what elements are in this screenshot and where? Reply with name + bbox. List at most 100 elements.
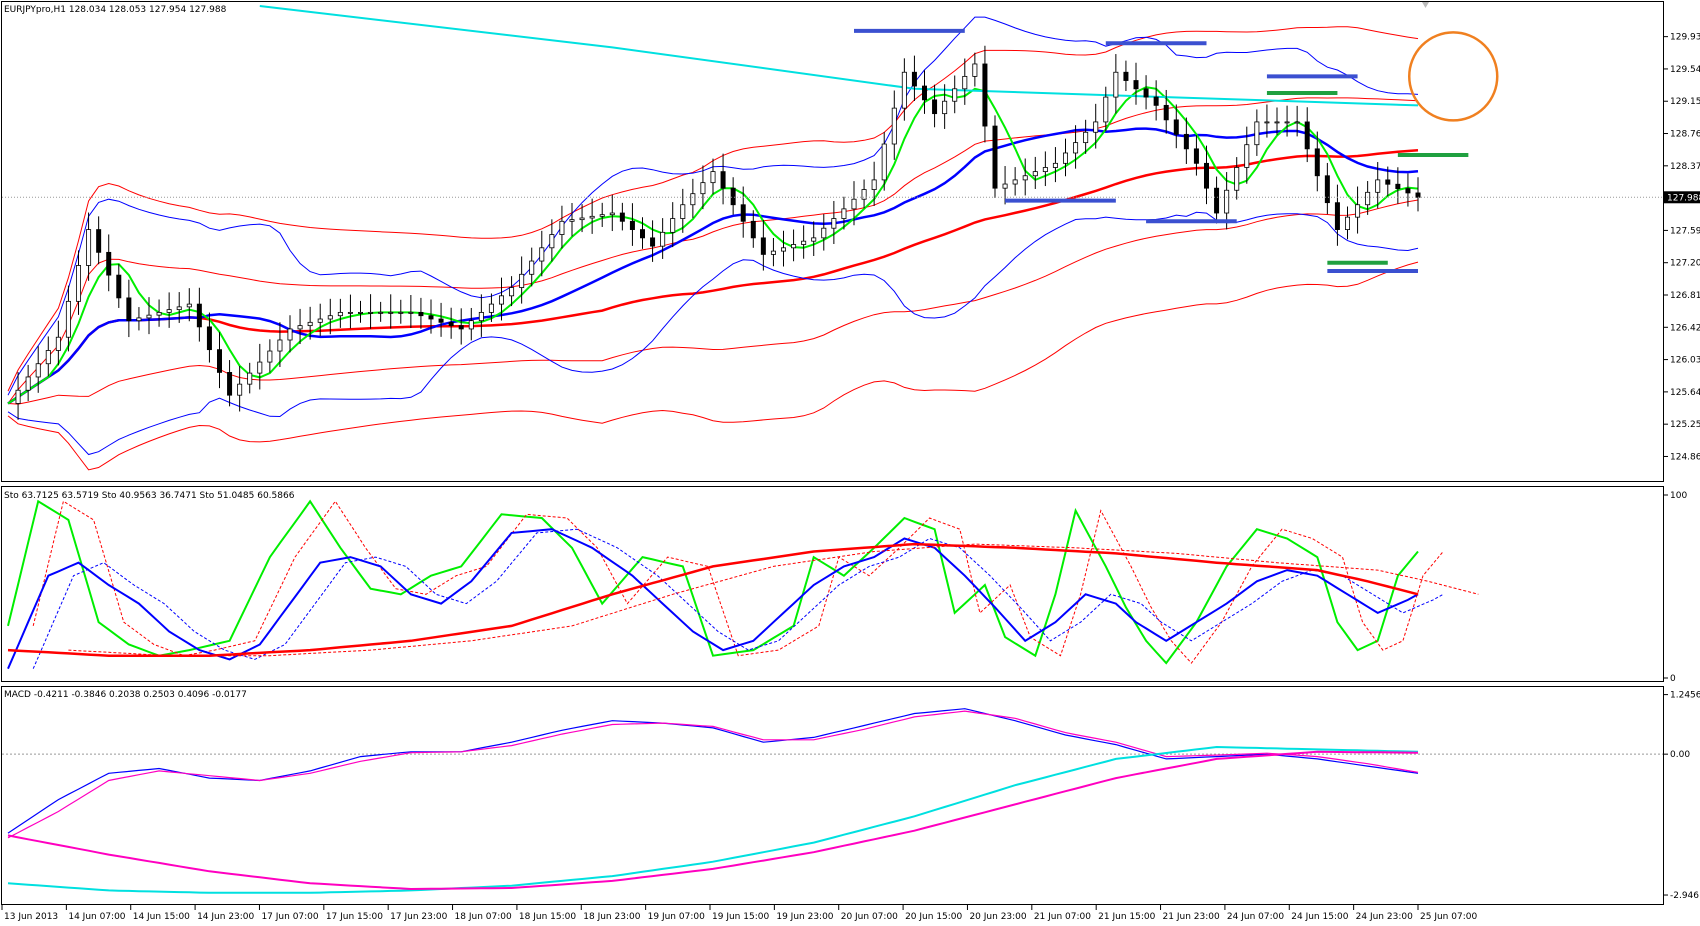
time-tick-label: 18 Jun 07:00 [455,912,512,922]
candle-body [428,315,434,320]
time-tick-label: 18 Jun 23:00 [583,912,640,922]
candle-body [267,350,273,363]
candle-body [660,231,666,247]
candle-body [549,234,555,249]
candle-body [1314,148,1320,177]
candle-body [186,303,192,308]
candle-body [1103,96,1109,123]
candle-body [206,326,212,351]
candle-body [710,171,716,184]
candle-body [750,220,756,239]
candle-body [1294,121,1300,124]
candle-body [1204,162,1210,189]
candle-body [1042,167,1048,173]
macd-tick-label: 1.2456 [1670,691,1700,701]
candle-body [488,303,494,313]
main-panel-frame [1,1,1664,482]
stochastic-panel-label: Sto 63.7125 63.5719 Sto 40.9563 36.7471 … [4,491,295,501]
time-tick-label: 18 Jun 15:00 [519,912,576,922]
macd-tick-label: 0.00 [1670,750,1690,760]
candle-body [216,349,222,373]
candle-body [317,318,323,323]
candle-body [559,220,565,235]
candle-body [408,311,414,314]
bollinger-long-lower [7,261,1419,471]
bollinger-long-inner-upper [7,97,1419,404]
candle-body [55,336,61,351]
price-tick-label: 129.150 [1670,97,1700,107]
candle-body [15,389,21,404]
macd-line-2 [7,710,1419,839]
candle-body [176,306,182,311]
candle-body [871,179,877,190]
stochastic-signal-1 [32,500,1444,664]
candle-body [438,318,444,323]
candle-body [1173,119,1179,135]
candle-body [468,320,474,330]
candle-body [841,208,847,219]
macd-lines [2,708,1663,894]
macd-line-4 [7,750,1419,891]
candle-body [1334,202,1340,230]
price-tick-label: 126.030 [1670,356,1700,366]
candle-body [922,85,928,101]
candle-body [529,260,535,275]
candle-body [458,325,464,330]
candle-body [76,265,82,302]
stochastic-main-1 [7,499,1419,665]
time-tick-label: 17 Jun 23:00 [390,912,447,922]
candle-body [297,325,303,330]
time-tick-label: 25 Jun 07:00 [1420,912,1477,922]
candle-body [357,311,363,314]
candle-body [1264,121,1270,124]
candle-body [1073,142,1079,154]
candle-body [35,363,41,378]
candle-body [539,247,545,262]
candle-body [227,372,233,396]
candle-body [1224,189,1230,214]
candle-body [347,311,353,314]
candle-body [96,229,102,253]
candle-body [881,143,887,181]
candle-body [337,311,343,317]
macd-panel-label: MACD -0.4211 -0.3846 0.2038 0.2503 0.409… [4,690,247,700]
candle-body [811,237,817,242]
candle-body [1244,144,1250,168]
candle-body [65,300,71,338]
price-tick-label: 129.930 [1670,33,1700,43]
candle-body [388,311,394,314]
candle-body [1324,175,1330,204]
candle-body [1063,152,1069,164]
candle-body [1345,216,1351,230]
time-tick-label: 19 Jun 07:00 [648,912,705,922]
candle-body [1113,71,1119,98]
price-tick-label: 128.760 [1670,130,1700,140]
candle-body [1143,88,1149,98]
candle-body [901,71,907,109]
candle-body [911,71,917,87]
x-axis: 13 Jun 2013 14 Jun 07:00 14 Jun 15:00 14 Ju… [1,905,1477,922]
time-tick-label: 24 Jun 23:00 [1356,912,1413,922]
time-tick-label: 21 Jun 15:00 [1098,912,1155,922]
candle-body [1395,183,1401,189]
candle-body [1375,179,1381,193]
time-tick-label: 13 Jun 2013 [4,912,58,922]
time-tick-label: 14 Jun 15:00 [133,912,190,922]
time-tick-label: 24 Jun 15:00 [1291,912,1348,922]
price-tick-label: 125.640 [1670,388,1700,398]
level-highlights [2,28,1663,273]
candle-body [992,125,998,189]
price-tick-label: 127.200 [1670,259,1700,269]
candle-body [1254,121,1260,146]
candle-body [1163,104,1169,121]
candle-body [1002,183,1008,189]
candle-body [579,217,585,221]
main-panel-label: EURJPYpro,H1 128.034 128.053 127.954 127… [4,5,227,15]
candle-body [307,321,313,327]
chart-shift-marker [1422,2,1429,8]
candle-body [740,204,746,222]
candle-body [1193,148,1199,164]
candle-body [619,212,625,222]
candle-body [277,339,283,352]
